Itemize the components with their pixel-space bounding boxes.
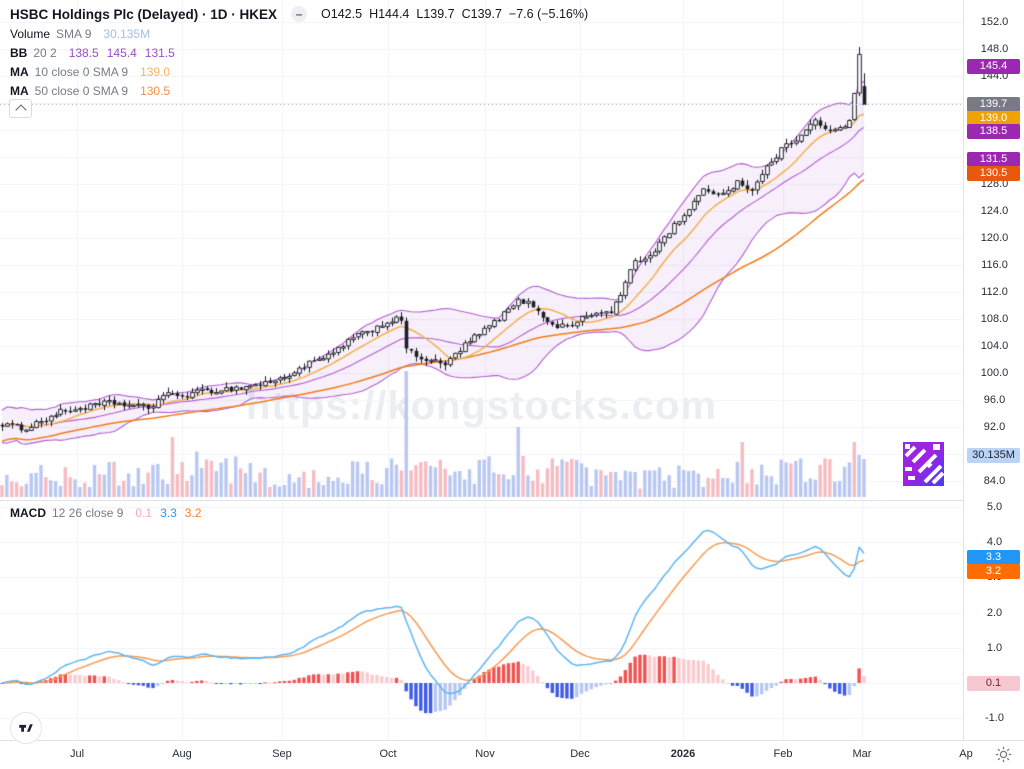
macd-tick-label: 5.0 xyxy=(986,501,1003,513)
settings-gear-icon[interactable] xyxy=(995,746,1012,763)
macd-line-value: 3.3 xyxy=(160,505,177,520)
open-value: O142.5 xyxy=(321,7,363,21)
price-tick-label: 116.0 xyxy=(981,259,1008,271)
macd-tick-label: -1.0 xyxy=(985,712,1004,725)
legend-panel: HSBC Holdings Plc (Delayed) · 1D · HKEX … xyxy=(10,4,595,100)
axis-price-badge: 130.5 xyxy=(967,165,1020,181)
price-tick-label: 152.0 xyxy=(980,16,1009,28)
legend-row-ma50[interactable]: MA 50 close 0 SMA 9 130.5 xyxy=(10,81,595,100)
kongstocks-logo xyxy=(903,442,945,486)
ohlc-readout: O142.5 H144.4 L139.7 C139.7 −7.6 (−5.16%) xyxy=(321,7,595,21)
bb-indicator-params: 20 2 xyxy=(33,45,57,60)
bb-lower-value: 131.5 xyxy=(144,45,175,60)
axis-price-badge: 139.7 xyxy=(967,96,1020,112)
axis-price-badge: 139.0 xyxy=(967,110,1020,126)
ma50-indicator-params: 50 close 0 SMA 9 xyxy=(34,83,129,98)
bb-basis-value: 138.5 xyxy=(68,45,99,60)
volume-value: 30.135M xyxy=(103,26,151,41)
macd-indicator-params: 12 26 close 9 xyxy=(52,505,124,520)
price-tick-label: 92.0 xyxy=(983,421,1006,433)
legend-row-volume[interactable]: Volume SMA 9 30.135M xyxy=(10,24,595,43)
price-tick-label: 84.0 xyxy=(983,475,1006,487)
macd-indicator-name: MACD xyxy=(10,505,46,520)
ma50-value: 130.5 xyxy=(140,83,171,98)
price-tick-label: 120.0 xyxy=(980,232,1009,244)
chevron-up-icon xyxy=(14,104,27,116)
price-tick-label: 104.0 xyxy=(980,340,1009,352)
time-axis-label: Oct xyxy=(379,748,397,760)
price-tick-label: 96.0 xyxy=(983,394,1006,406)
axis-price-badge: 131.5 xyxy=(967,151,1020,167)
axis-price-badge: 30.135M xyxy=(967,447,1020,463)
pane-separator[interactable] xyxy=(0,500,1024,501)
ma10-value: 139.0 xyxy=(140,64,171,79)
legend-row-bb[interactable]: BB 20 2 138.5 145.4 131.5 xyxy=(10,43,595,62)
time-axis-label: Mar xyxy=(852,748,872,760)
price-tick-label: 128.0 xyxy=(980,178,1009,190)
legend-row-macd[interactable]: MACD 12 26 close 9 0.1 3.3 3.2 xyxy=(10,503,201,522)
ma10-indicator-params: 10 close 0 SMA 9 xyxy=(34,64,129,79)
ma50-indicator-name: MA xyxy=(10,83,29,98)
time-axis-label: Feb xyxy=(773,748,793,760)
time-axis-label: Ap xyxy=(959,748,973,760)
symbol-header-row: HSBC Holdings Plc (Delayed) · 1D · HKEX … xyxy=(10,4,595,24)
legend-row-ma10[interactable]: MA 10 close 0 SMA 9 139.0 xyxy=(10,62,595,81)
collapse-legend-button[interactable] xyxy=(9,99,32,118)
time-axis-label: 2026 xyxy=(670,748,696,760)
symbol-title[interactable]: HSBC Holdings Plc (Delayed) · 1D · HKEX xyxy=(10,6,278,22)
macd-hist-value: 0.1 xyxy=(135,505,153,520)
tradingview-logo-icon xyxy=(19,724,33,732)
axis-price-badge: 3.2 xyxy=(967,563,1020,579)
axis-price-badge: 138.5 xyxy=(967,123,1020,139)
price-tick-label: 100.0 xyxy=(980,367,1009,379)
macd-tick-label: 4.0 xyxy=(986,536,1003,549)
low-value: L139.7 xyxy=(416,7,455,21)
collapse-source-button[interactable]: – xyxy=(291,6,308,22)
axis-price-badge: 145.4 xyxy=(967,58,1020,74)
axis-price-badge: 3.3 xyxy=(967,549,1020,565)
price-axis[interactable]: 152.0 148.0 144.0 128.0 124.0 120.0 116.0 112.0… xyxy=(963,0,1024,740)
macd-tick-label: 1.0 xyxy=(986,641,1003,654)
bb-indicator-name: BB xyxy=(10,45,28,60)
time-axis[interactable]: Jul Aug Sep Oct Nov Dec 2026 Feb Mar Ap xyxy=(0,740,1024,769)
price-tick-label: 112.0 xyxy=(981,286,1008,298)
time-axis-label: Aug xyxy=(172,748,192,760)
price-tick-label: 124.0 xyxy=(980,205,1009,217)
time-axis-label: Sep xyxy=(272,748,292,760)
time-axis-label: Nov xyxy=(475,748,495,760)
axis-price-badge: 0.1 xyxy=(967,675,1020,691)
price-tick-label: 108.0 xyxy=(980,313,1009,325)
close-value: C139.7 xyxy=(461,7,502,21)
volume-indicator-params: SMA 9 xyxy=(56,26,92,41)
macd-tick-label: 2.0 xyxy=(986,606,1003,619)
high-value: H144.4 xyxy=(369,7,410,21)
volume-indicator-name: Volume xyxy=(10,26,51,41)
ma10-indicator-name: MA xyxy=(10,64,29,79)
macd-signal-value: 3.2 xyxy=(184,505,202,520)
price-tick-label: 148.0 xyxy=(980,43,1009,55)
macd-legend-panel: MACD 12 26 close 9 0.1 3.3 3.2 xyxy=(10,503,201,522)
bb-upper-value: 145.4 xyxy=(106,45,137,60)
time-axis-label: Jul xyxy=(69,748,85,760)
time-axis-label: Dec xyxy=(570,748,590,760)
tradingview-logo[interactable] xyxy=(10,712,42,744)
change-value: −7.6 (−5.16%) xyxy=(508,7,589,21)
